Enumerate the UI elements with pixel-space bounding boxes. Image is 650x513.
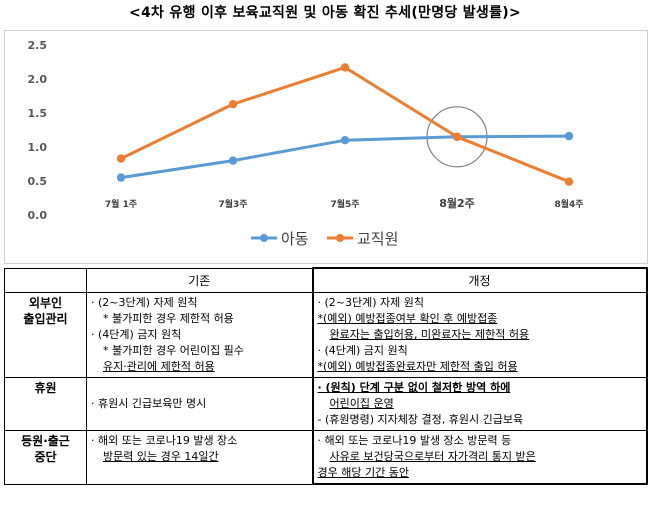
data-point (340, 136, 350, 145)
row-category: 등원·출근 중단 (4, 430, 87, 485)
x-tick-label: 8월2주 (439, 196, 475, 210)
new-rule-cell: · (2~3단계) 자제 원칙 *(예외) 예방접종여부 확인 후 예방접종 완… (311, 292, 648, 378)
data-point (564, 131, 574, 141)
line-chart: 0.0 0.5 1.0 1.5 2.0 2.5 7월 1주 7월3주 7월5주 8월2주 8월4주아… (28, 39, 584, 248)
data-point (340, 63, 350, 72)
new-rule-cell: · 해외 또는 코로나19 발생 장소 방문력 등 사유로 보건당국으로부터 자… (311, 430, 648, 485)
series-line-2 (120, 65, 570, 184)
legend-marker (260, 234, 268, 242)
legend-label: 교직원 (357, 230, 398, 248)
row-category: 휴원 (4, 377, 87, 431)
page-title: <4차 유행 이후 보육교직원 및 아동 확진 추세(만명당 발생률)> (128, 5, 522, 21)
row-category: 외부인 출입관리 (4, 292, 87, 378)
x-tick-label: 7월 1주 (105, 198, 137, 210)
x-tick-label: 7월3주 (218, 198, 247, 210)
comparison-table: 기존 개정 외부인 출입관리 · (2~3단계) 자제 원칙 * 불가피한 경우… (4, 267, 648, 485)
y-tick-label: 0.0 (28, 209, 48, 222)
table-row: 등원·출근 중단 · 해외 또는 코로나19 발생 장소 방문력 있는 경우 1… (4, 430, 648, 485)
y-tick-label: 2.0 (28, 73, 48, 86)
table-row: 휴원 · 휴원시 긴급보육만 명시 · (원칙) 단계 구분 없이 철저한 방역… (4, 377, 648, 431)
data-point (228, 156, 238, 165)
data-point (564, 177, 574, 186)
table-header-row: 기존 개정 (4, 267, 648, 293)
data-point (116, 173, 126, 182)
table-row: 외부인 출입관리 · (2~3단계) 자제 원칙 * 불가피한 경우 제한적 허… (4, 292, 648, 378)
data-point (116, 154, 126, 163)
old-rule-cell: · 휴원시 긴급보육만 명시 (86, 377, 313, 431)
old-rule-cell: · (2~3단계) 자제 원칙 * 불가피한 경우 제한적 허용 · (4단계)… (86, 292, 313, 378)
data-point (452, 132, 462, 141)
new-rule-cell: · (원칙) 단계 구분 없이 철저한 방역 하에 어린이집 운영 - (휴원명… (311, 377, 648, 431)
old-rule-cell: · 해외 또는 코로나19 발생 장소 방문력 있는 경우 14일간 (86, 430, 313, 485)
header-new: 개정 (311, 267, 648, 293)
header-old: 기존 (86, 267, 313, 293)
x-tick-label: 8월4주 (554, 198, 583, 210)
legend-label: 아동 (281, 230, 309, 248)
data-point (228, 99, 238, 109)
legend-marker (336, 234, 344, 242)
y-tick-label: 2.5 (28, 39, 48, 52)
y-tick-label: 0.5 (28, 175, 48, 188)
y-tick-label: 1.5 (28, 107, 48, 120)
header-empty (4, 267, 87, 293)
y-tick-label: 1.0 (28, 141, 48, 154)
x-tick-label: 7월5주 (330, 198, 359, 210)
